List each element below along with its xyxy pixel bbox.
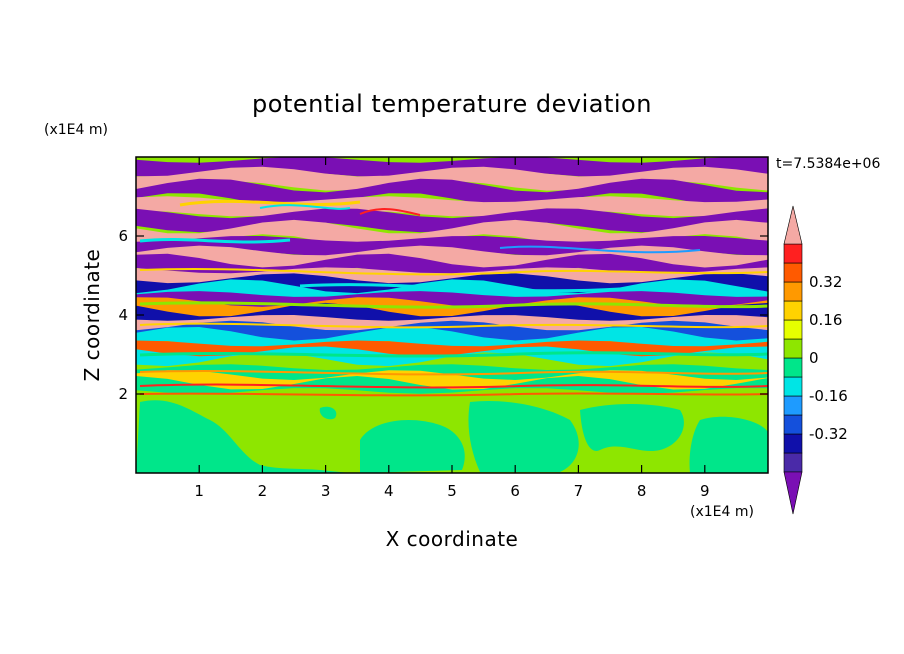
colorbar-label: 0.16 xyxy=(809,311,842,329)
colorbar-segment xyxy=(783,262,803,283)
streak-3 xyxy=(359,208,421,216)
colorbar-segment xyxy=(783,452,803,473)
y-tick-label: 4 xyxy=(118,306,128,324)
patch-7 xyxy=(196,429,211,446)
x-tick-label: 9 xyxy=(700,482,710,500)
colorbar-segment xyxy=(783,281,803,302)
x-tick-label: 2 xyxy=(258,482,268,500)
patch-4 xyxy=(580,404,684,452)
colorbar-segment xyxy=(783,357,803,378)
streak-5 xyxy=(499,245,701,254)
colorbar-label: 0.32 xyxy=(809,273,842,291)
colorbar-label: 0 xyxy=(809,349,819,367)
streak-2 xyxy=(259,204,351,210)
plot-area xyxy=(136,157,768,473)
contour-band xyxy=(136,208,768,233)
y-tick-label: 2 xyxy=(118,385,128,403)
colorbar-label: -0.32 xyxy=(809,425,848,443)
colorbar-max-arrow xyxy=(783,205,803,245)
colorbar-segment xyxy=(783,319,803,340)
streak-13 xyxy=(139,392,768,397)
streak-4 xyxy=(139,238,291,244)
contour-band xyxy=(136,267,768,288)
streak-6 xyxy=(139,267,768,276)
x-tick-label: 5 xyxy=(447,482,457,500)
colorbar-segment xyxy=(783,300,803,321)
streak-8 xyxy=(139,301,768,309)
patch-2 xyxy=(360,420,465,473)
colorbar: 0.32 0.16 0 -0.16 -0.32 xyxy=(783,205,848,515)
streak-10 xyxy=(139,351,768,358)
colorbar-segment xyxy=(783,376,803,397)
x-tick-label: 6 xyxy=(510,482,520,500)
x-tick-label: 3 xyxy=(321,482,331,500)
x-tick-label: 8 xyxy=(637,482,647,500)
contour-band xyxy=(136,178,768,207)
x-axis-ticks: 1 2 3 4 5 6 7 8 9 xyxy=(194,157,710,500)
x-unit-label: (x1E4 m) xyxy=(690,504,754,520)
patch-6 xyxy=(319,406,337,420)
contour-band xyxy=(136,157,768,177)
streak-11 xyxy=(139,370,768,376)
colorbar-label: -0.16 xyxy=(809,387,848,405)
colorbar-min-arrow xyxy=(783,471,803,515)
streak-7 xyxy=(299,283,621,293)
x-axis-label: X coordinate xyxy=(386,527,519,551)
contour-bands xyxy=(136,157,768,409)
y-unit-label: (x1E4 m) xyxy=(44,122,108,138)
streak-12 xyxy=(139,383,768,389)
y-axis-label: Z coordinate xyxy=(80,249,104,382)
contour-band xyxy=(136,196,768,217)
patch-5 xyxy=(689,416,768,473)
colorbar-segment xyxy=(783,338,803,359)
colorbar-segment xyxy=(783,414,803,435)
contour-streaks xyxy=(139,199,768,397)
streak-9 xyxy=(139,322,768,329)
y-axis-ticks: 2 4 6 xyxy=(118,227,768,403)
x-tick-label: 1 xyxy=(194,482,204,500)
chart-title: potential temperature deviation xyxy=(252,90,652,118)
colorbar-segment xyxy=(783,243,803,264)
x-tick-label: 4 xyxy=(384,482,394,500)
colorbar-segment xyxy=(783,395,803,416)
streak-1 xyxy=(179,199,361,207)
y-tick-label: 6 xyxy=(118,227,128,245)
time-label: t=7.5384e+06 xyxy=(776,156,880,172)
colorbar-segment xyxy=(783,433,803,454)
x-tick-label: 7 xyxy=(574,482,584,500)
patch-1 xyxy=(136,400,350,473)
lower-region-patches xyxy=(136,400,768,473)
patch-3 xyxy=(468,400,579,472)
